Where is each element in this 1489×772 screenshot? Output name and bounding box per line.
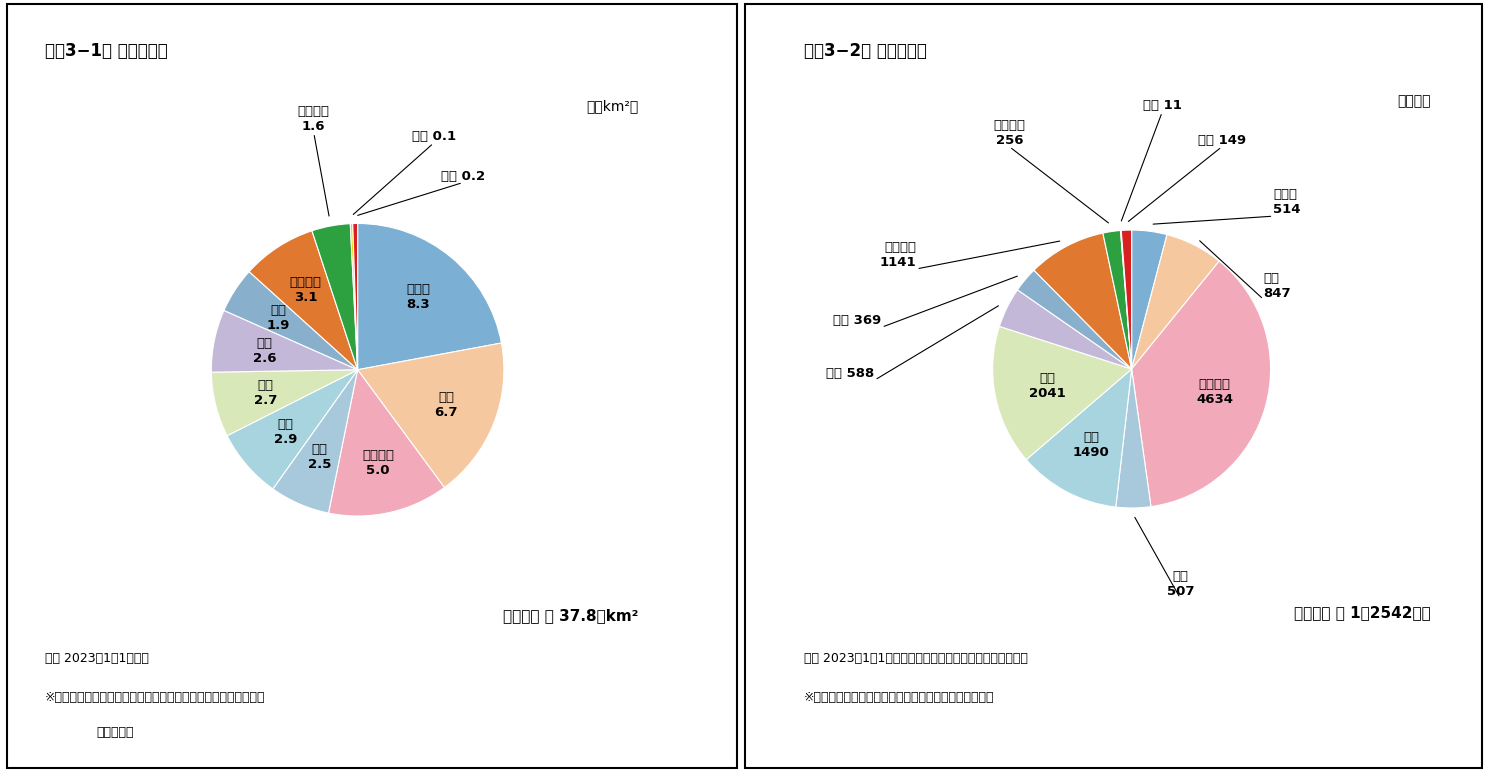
Text: 北海道
514: 北海道 514 — [1273, 188, 1301, 216]
Wedge shape — [1132, 235, 1219, 369]
Text: ＊　 2023年1月1日時点: ＊ 2023年1月1日時点 — [45, 652, 149, 665]
Wedge shape — [211, 310, 357, 372]
Wedge shape — [223, 272, 357, 370]
Wedge shape — [1026, 369, 1132, 507]
Wedge shape — [1103, 231, 1132, 369]
Text: 近畅
2.7: 近畅 2.7 — [253, 378, 277, 407]
Wedge shape — [993, 327, 1132, 459]
Wedge shape — [1017, 270, 1132, 369]
Text: 四国
1.9: 四国 1.9 — [267, 304, 289, 332]
Text: 東北
6.7: 東北 6.7 — [435, 391, 457, 418]
Wedge shape — [249, 231, 357, 370]
Wedge shape — [999, 290, 1132, 369]
Text: 東海
2.9: 東海 2.9 — [274, 418, 298, 445]
Wedge shape — [350, 224, 357, 370]
Text: （万km²）: （万km²） — [587, 99, 639, 113]
Text: 中国 588: 中国 588 — [826, 367, 874, 380]
Text: （万人）: （万人） — [1397, 94, 1431, 108]
Text: 九州南部
1.6: 九州南部 1.6 — [298, 105, 329, 133]
Text: 日本全国 ＝ 37.8万km²: 日本全国 ＝ 37.8万km² — [503, 608, 639, 623]
Text: 沖縄 0.2: 沖縄 0.2 — [441, 170, 485, 182]
Text: 四国 369: 四国 369 — [834, 314, 881, 327]
Wedge shape — [357, 343, 503, 487]
Text: 九州北部
1141: 九州北部 1141 — [880, 241, 916, 269]
Wedge shape — [357, 223, 502, 370]
Text: 北陸
507: 北陸 507 — [1166, 571, 1194, 598]
Text: 沖縄 149: 沖縄 149 — [1199, 134, 1246, 147]
Text: 近畅
2041: 近畅 2041 — [1029, 372, 1066, 400]
Wedge shape — [1132, 230, 1167, 369]
Wedge shape — [329, 370, 444, 516]
Text: 北陸
2.5: 北陸 2.5 — [308, 443, 332, 471]
Wedge shape — [313, 224, 357, 370]
Wedge shape — [1121, 231, 1132, 369]
Text: 北海道
8.3: 北海道 8.3 — [406, 283, 430, 310]
Text: 東海
1490: 東海 1490 — [1074, 431, 1109, 459]
Text: 九州南部
256: 九州南部 256 — [993, 119, 1026, 147]
Text: ※「全国都道府県市区町村別面積調」（国土地理院）をもとに、: ※「全国都道府県市区町村別面積調」（国土地理院）をもとに、 — [45, 691, 265, 704]
Text: 中国
2.6: 中国 2.6 — [253, 337, 275, 365]
Wedge shape — [211, 370, 357, 435]
Wedge shape — [1115, 369, 1151, 508]
Text: 九州北部
3.1: 九州北部 3.1 — [290, 276, 322, 304]
Text: 図袅3−1． 面積の内訳: 図袅3−1． 面積の内訳 — [45, 42, 167, 60]
Text: 奔美 0.1: 奔美 0.1 — [411, 130, 456, 143]
Wedge shape — [226, 370, 357, 489]
Wedge shape — [1033, 233, 1132, 369]
Wedge shape — [1132, 261, 1270, 506]
Wedge shape — [1121, 230, 1132, 369]
Text: 日本全国 ＝ 1億2542万人: 日本全国 ＝ 1億2542万人 — [1294, 604, 1431, 620]
Text: 関東甲信
5.0: 関東甲信 5.0 — [362, 449, 395, 476]
Wedge shape — [272, 370, 357, 513]
Text: 奔美 11: 奔美 11 — [1142, 99, 1182, 112]
Text: 関東甲信
4634: 関東甲信 4634 — [1196, 378, 1233, 406]
Text: ※「住民基本台帳人口」（総務省）をもとに、筆者作成: ※「住民基本台帳人口」（総務省）をもとに、筆者作成 — [804, 691, 995, 704]
Text: 図袅3−2． 人口の内訳: 図袅3−2． 人口の内訳 — [804, 42, 928, 60]
Wedge shape — [353, 223, 357, 370]
Text: 東北
847: 東北 847 — [1264, 272, 1291, 300]
Text: 筆者作成: 筆者作成 — [97, 726, 134, 739]
Text: ＊　 2023年1月1日時点（日本人住民と外国人住民の総計）: ＊ 2023年1月1日時点（日本人住民と外国人住民の総計） — [804, 652, 1027, 665]
